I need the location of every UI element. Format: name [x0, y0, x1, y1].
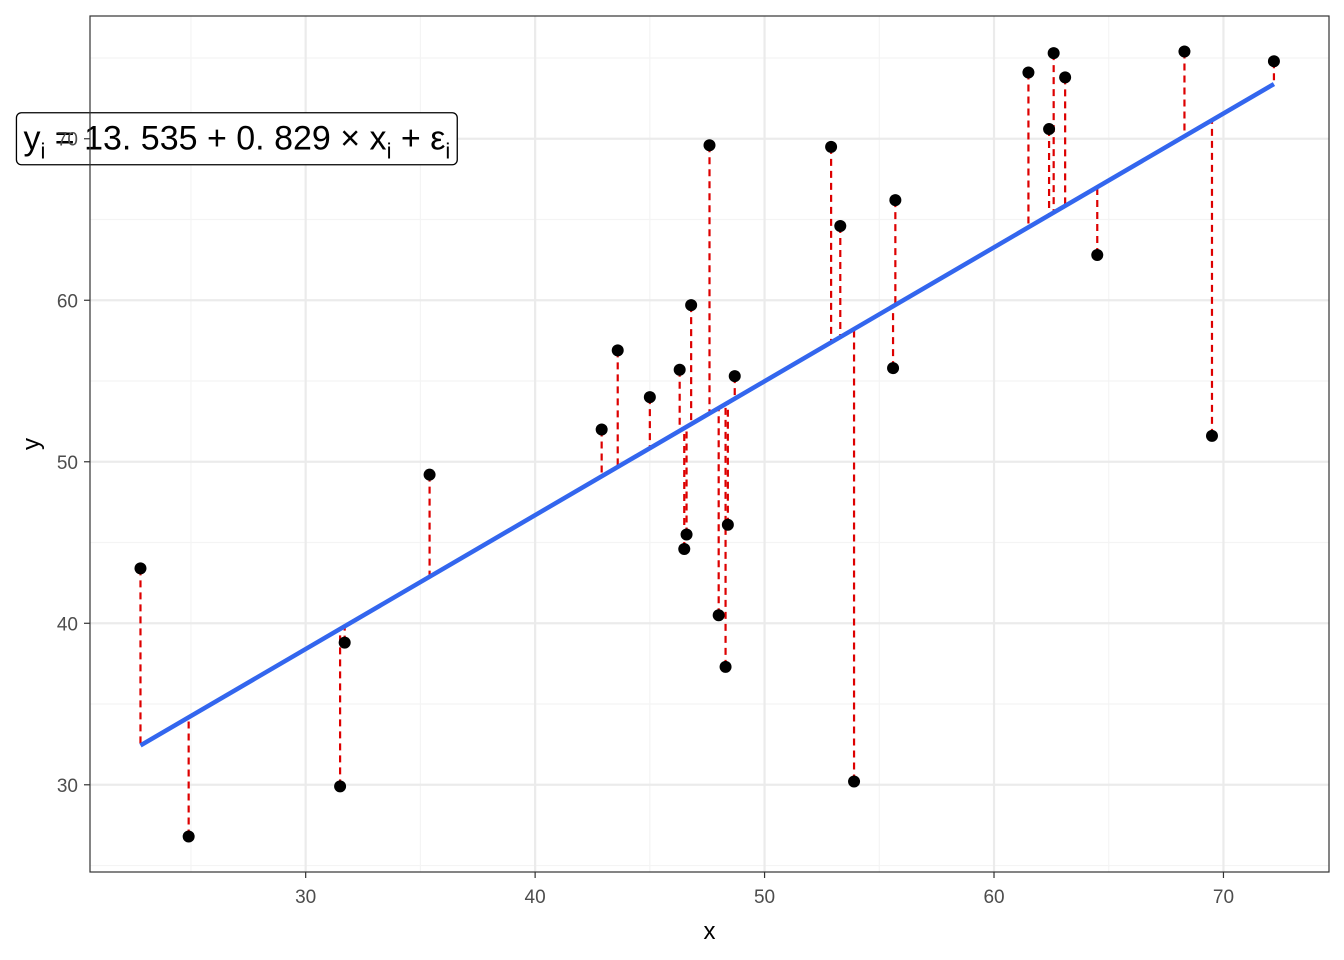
data-point	[1047, 47, 1060, 60]
x-axis-title: x	[704, 918, 716, 945]
data-point	[673, 363, 686, 376]
equation-box	[15, 112, 458, 166]
equation-segment: ×	[340, 120, 360, 158]
equation-segment: y	[23, 120, 40, 158]
x-tick-label: 50	[754, 887, 775, 908]
equation-segment: = 13. 535 + 0. 829	[45, 120, 340, 158]
data-point	[680, 528, 693, 541]
x-tick-label: 40	[525, 887, 546, 908]
data-point	[678, 542, 691, 555]
data-point	[848, 775, 861, 788]
data-point	[1043, 123, 1056, 136]
data-point	[611, 344, 624, 357]
panel-border	[89, 15, 1330, 873]
data-point	[1178, 45, 1191, 58]
data-point	[721, 518, 734, 531]
data-point	[1059, 71, 1072, 84]
data-point	[1267, 55, 1280, 68]
data-point	[834, 219, 847, 232]
x-tick-label: 30	[295, 887, 316, 908]
regression-line-group	[139, 82, 1276, 748]
data-point	[338, 636, 351, 649]
data-point	[1091, 249, 1104, 262]
y-axis-ticks: 30 40 50 60 70	[57, 130, 90, 797]
data-point	[712, 609, 725, 622]
x-axis-ticks: 30 40 50 60 70	[295, 872, 1234, 908]
regression-line	[139, 82, 1276, 748]
data-point	[703, 139, 716, 152]
data-point	[1205, 429, 1218, 442]
equation-subscript: i	[445, 139, 450, 164]
y-tick-label: 60	[57, 291, 78, 312]
data-point	[887, 362, 900, 375]
data-points	[134, 45, 1280, 843]
equation-subscript: i	[40, 139, 45, 164]
y-tick-label: 40	[57, 614, 78, 635]
data-point	[728, 370, 741, 383]
data-point	[182, 830, 195, 843]
residual-lines	[139, 51, 1276, 837]
equation-segment: + ε	[391, 120, 445, 158]
data-point	[889, 194, 902, 207]
equation-segment: x	[360, 120, 386, 158]
data-point	[423, 468, 436, 481]
data-point	[685, 299, 698, 312]
equation-subscript: i	[387, 139, 392, 164]
x-tick-label: 70	[1213, 887, 1234, 908]
data-point	[643, 391, 656, 404]
data-point	[719, 660, 732, 673]
y-tick-label: 30	[57, 776, 78, 797]
equation-annotation: yi = 13. 535 + 0. 829 × xi + εi	[15, 112, 458, 166]
data-point	[334, 780, 347, 793]
y-tick-label: 50	[57, 453, 78, 474]
equation-text: yi = 13. 535 + 0. 829 × xi + εi	[23, 120, 450, 164]
x-tick-label: 60	[983, 887, 1004, 908]
y-axis-title: y	[18, 438, 45, 450]
data-point	[1022, 66, 1035, 79]
data-point	[134, 562, 147, 575]
data-point	[825, 140, 838, 153]
data-point	[595, 423, 608, 436]
y-tick-label: 70	[57, 130, 78, 151]
